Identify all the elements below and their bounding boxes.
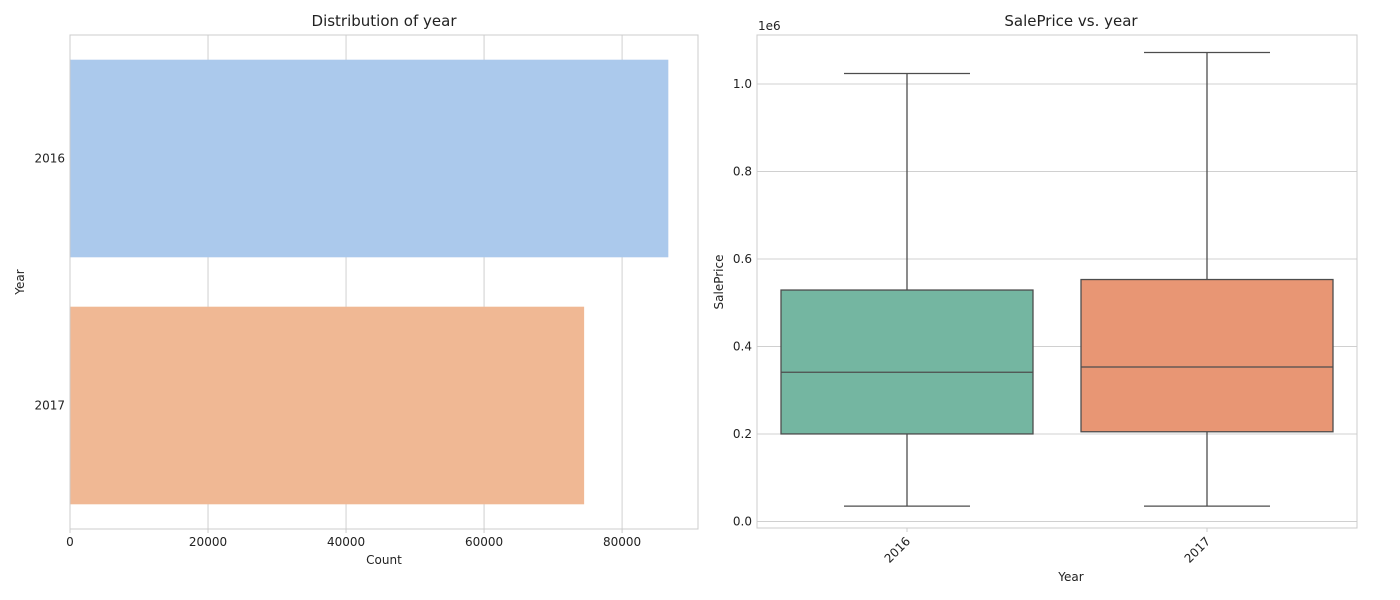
chart1-y-ticks: 2016 2017	[34, 152, 65, 413]
chart1-x-axis-label: Count	[366, 553, 402, 567]
chart1-y-tick-label: 2017	[34, 399, 65, 413]
chart2-y-ticks: 0.0 0.2 0.4 0.6 0.8 1.0	[733, 77, 752, 528]
chart1-x-tick-label: 80000	[603, 535, 641, 549]
chart1-x-tick-label: 0	[66, 535, 74, 549]
chart2-x-axis-label: Year	[1057, 570, 1083, 584]
chart2-x-tick-label: 2016	[882, 534, 913, 565]
chart2-y-tick-label: 0.8	[733, 164, 752, 178]
chart1-x-tick-label: 40000	[327, 535, 365, 549]
chart2-x-tick-label: 2017	[1182, 534, 1213, 565]
chart2-y-tick-label: 0.0	[733, 514, 752, 528]
saleprice-vs-year-chart: SalePrice vs. year 0.0 0.2 0.4 0.6 0.8 1.0 20…	[712, 12, 1358, 584]
chart2-y-tick-label: 1.0	[733, 77, 752, 91]
chart1-frame	[69, 34, 699, 530]
chart2-x-ticks: 2016 2017	[882, 528, 1213, 566]
chart1-y-tick-label: 2016	[34, 152, 65, 166]
chart2-frame	[756, 34, 1358, 529]
chart2-iqr-box	[1080, 278, 1334, 433]
chart2-title: SalePrice vs. year	[1004, 12, 1138, 30]
chart2-offset-label: 1e6	[758, 19, 781, 33]
chart2-box-2016	[780, 72, 1034, 507]
chart1-bar	[70, 306, 585, 505]
chart2-y-tick-label: 0.4	[733, 339, 752, 353]
chart1-x-ticks: 0 20000 40000 60000 80000	[66, 529, 641, 549]
chart1-bars	[70, 59, 669, 505]
chart1-x-tick-label: 60000	[465, 535, 503, 549]
chart1-x-tick-label: 20000	[189, 535, 227, 549]
chart2-y-tick-label: 0.2	[733, 427, 752, 441]
chart2-box-2017	[1080, 51, 1334, 507]
chart1-title: Distribution of year	[312, 12, 458, 30]
chart1-bar	[70, 59, 669, 258]
chart2-boxes	[780, 51, 1334, 507]
chart2-y-tick-label: 0.6	[733, 252, 752, 266]
year-distribution-chart: Distribution of year 0 20000 40000 60000 800…	[13, 12, 699, 567]
chart2-iqr-box	[780, 289, 1034, 435]
chart1-y-axis-label: Year	[13, 269, 27, 295]
chart2-y-axis-label: SalePrice	[712, 255, 726, 310]
